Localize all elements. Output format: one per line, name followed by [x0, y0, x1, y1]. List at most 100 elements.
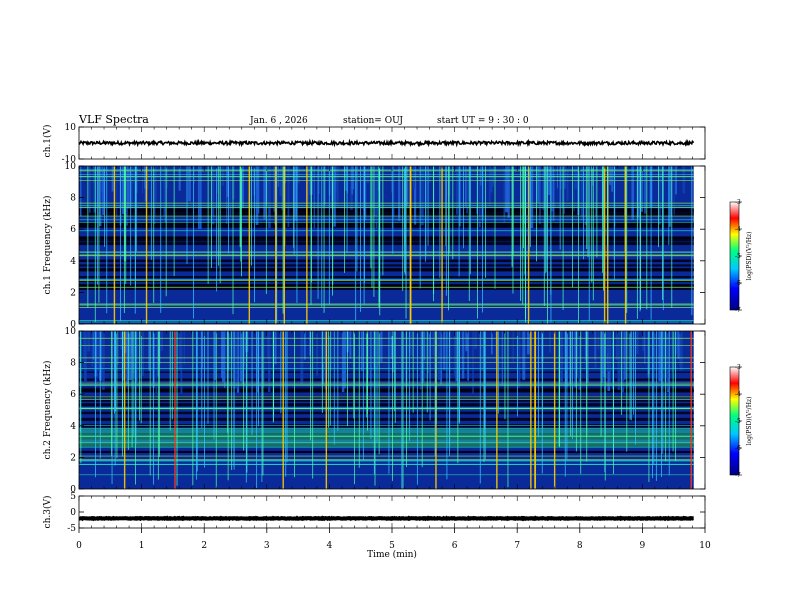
noise-patch	[617, 331, 621, 390]
noise-patch	[427, 331, 430, 374]
noise-patch	[178, 166, 181, 191]
noise-patch	[675, 166, 677, 195]
noise-patch	[128, 331, 132, 381]
noise-patch	[539, 166, 541, 225]
noise-patch	[455, 331, 459, 382]
start-time-label: start UT = 9 : 30 : 0	[437, 116, 529, 126]
noise-patch	[682, 166, 686, 194]
noise-patch	[464, 166, 468, 207]
noise-patch	[478, 166, 481, 228]
noise-patch	[336, 166, 339, 207]
dark-band	[79, 236, 694, 239]
noise-patch	[178, 331, 181, 371]
noise-patch	[597, 331, 600, 350]
noise-patch	[360, 331, 363, 372]
noise-patch	[644, 331, 646, 364]
y-tick-label: 0	[70, 508, 76, 518]
noise-patch	[273, 166, 275, 212]
noise-patch	[307, 166, 310, 197]
noise-patch	[474, 331, 477, 349]
y-tick-label: 6	[70, 390, 76, 400]
noise-patch	[609, 166, 611, 186]
noise-patch	[223, 331, 226, 388]
x-tick-label: 10	[699, 541, 711, 551]
noise-patch	[127, 331, 130, 369]
noise-patch	[119, 331, 123, 350]
noise-patch	[258, 166, 260, 214]
dark-band	[79, 287, 694, 290]
noise-patch	[375, 166, 378, 229]
y-tick-label: -5	[67, 524, 76, 534]
dark-band	[79, 371, 694, 373]
noise-patch	[102, 331, 105, 390]
colorbar-tick-label: -7	[735, 472, 741, 479]
y-tick-label: 10	[65, 123, 77, 133]
noise-patch	[437, 331, 441, 380]
noise-patch	[480, 331, 484, 372]
noise-patch	[674, 331, 678, 355]
ch2-colorbar: -3 -4 -5 -6 -7 log(PSD)(V²/Hz)	[729, 364, 753, 479]
noise-patch	[97, 331, 100, 372]
noise-patch	[414, 166, 417, 225]
noise-patch	[580, 166, 584, 221]
y-tick-label: 2	[70, 453, 76, 463]
x-tick-label: 2	[201, 541, 207, 551]
noise-patch	[102, 166, 105, 216]
noise-patch	[658, 331, 662, 382]
noise-patch	[465, 331, 468, 352]
noise-patch	[563, 166, 565, 215]
noise-patch	[501, 331, 503, 386]
dark-band	[79, 417, 694, 421]
waveform-trace	[78, 138, 695, 148]
noise-patch	[126, 166, 130, 209]
noise-patch	[551, 166, 554, 212]
noise-patch	[421, 166, 424, 226]
x-tick-label: 8	[577, 541, 583, 551]
noise-patch	[267, 331, 271, 393]
hiss-band	[79, 428, 694, 448]
ch1-spectrogram-ylabel: ch.1 Frequency (kHz)	[42, 196, 53, 295]
noise-patch	[148, 331, 151, 371]
noise-patch	[527, 331, 530, 355]
noise-patch	[91, 331, 94, 367]
noise-patch	[373, 166, 376, 217]
noise-patch	[155, 331, 157, 394]
noise-patch	[300, 331, 303, 365]
noise-patch	[670, 166, 673, 217]
noise-patch	[631, 166, 635, 220]
noise-patch	[636, 166, 640, 219]
noise-patch	[309, 331, 311, 356]
dark-band	[79, 210, 694, 215]
noise-patch	[88, 166, 91, 213]
noise-patch	[333, 166, 336, 227]
colorbar-tick-label: -3	[735, 199, 741, 206]
date-label: Jan. 6 , 2026	[249, 116, 308, 126]
ch1-spectrogram-panel: 0 2 4 6 8 10	[65, 162, 706, 330]
dark-band	[79, 425, 694, 428]
y-tick-label: -10	[62, 155, 77, 165]
noise-patch	[281, 166, 284, 210]
noise-patch	[351, 166, 353, 195]
dark-band	[79, 268, 694, 272]
ch1-colorbar: -3 -4 -5 -6 -7 log(PSD)(V²/Hz)	[729, 199, 753, 314]
colorbar-tick-label: -5	[735, 253, 741, 260]
colorbar-tick-label: -4	[735, 226, 741, 233]
noise-patch	[255, 166, 259, 225]
noise-patch	[211, 166, 215, 225]
noise-patch	[671, 331, 674, 373]
noise-patch	[163, 166, 166, 218]
ch3-waveform-panel: 5 0 -5	[67, 492, 706, 534]
noise-patch	[549, 331, 551, 353]
noise-patch	[512, 331, 514, 363]
noise-patch	[144, 166, 147, 202]
dark-band	[79, 226, 694, 228]
noise-patch	[295, 166, 297, 213]
noise-patch	[412, 166, 415, 190]
noise-patch	[578, 331, 581, 389]
noise-patch	[142, 166, 144, 194]
noise-patch	[323, 166, 326, 205]
noise-patch	[263, 166, 266, 220]
dark-band	[79, 403, 694, 407]
dark-band	[79, 213, 694, 217]
dark-band	[79, 399, 694, 402]
